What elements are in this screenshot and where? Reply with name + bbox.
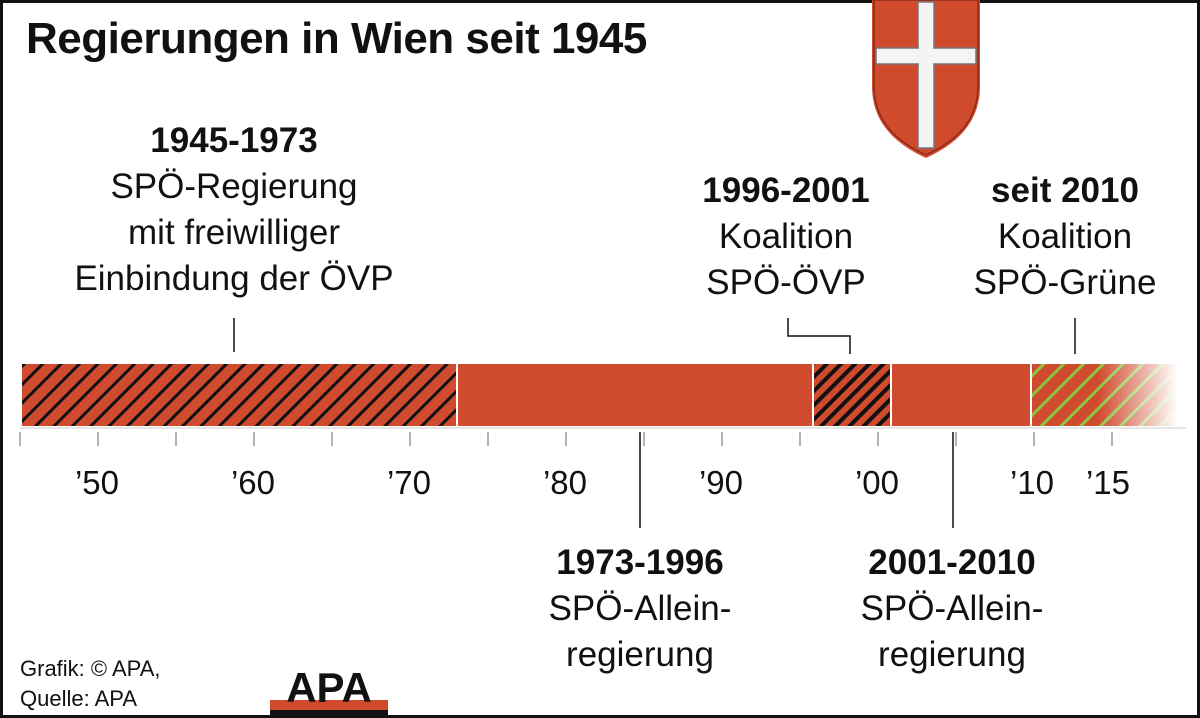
bar-1945-1973 xyxy=(22,364,456,426)
bar-2001-2010 xyxy=(892,364,1030,426)
vienna-coat-of-arms-icon xyxy=(872,0,980,158)
period-description: Koalition xyxy=(718,217,854,256)
period-description: Einbindung der ÖVP xyxy=(74,259,394,298)
apa-logo-text: APA xyxy=(286,664,372,711)
tick-label-50: ’50 xyxy=(74,464,120,501)
period-description: SPÖ-Allein- xyxy=(860,589,1044,628)
source-credit: Grafik: © APA, Quelle: APA xyxy=(20,654,161,714)
tick-label-70: ’70 xyxy=(386,464,432,501)
bar-seit-2010-fade xyxy=(1032,364,1178,426)
period-description: SPÖ-ÖVP xyxy=(706,263,866,302)
tick-label-60: ’60 xyxy=(230,464,276,501)
period-years: seit 2010 xyxy=(991,171,1139,210)
period-description: SPÖ-Grüne xyxy=(973,263,1157,302)
period-description: mit freiwilliger xyxy=(128,213,340,252)
apa-logo: APA xyxy=(270,664,388,718)
connector-1996-2001 xyxy=(787,318,851,354)
credit-line: Grafik: © APA, xyxy=(20,656,161,681)
page-title: Regierungen in Wien seit 1945 xyxy=(26,14,647,63)
tick-label-00: ’00 xyxy=(854,464,900,501)
tick-label-10: ’10 xyxy=(1009,464,1055,501)
tick-label-90: ’90 xyxy=(698,464,744,501)
period-years: 1996-2001 xyxy=(702,171,870,210)
period-years: 2001-2010 xyxy=(868,543,1036,582)
period-label-1996-2001: 1996-2001 Koalition SPÖ-ÖVP xyxy=(668,168,904,306)
bar-1973-1996 xyxy=(458,364,812,426)
credit-line: Quelle: APA xyxy=(20,686,137,711)
period-description: regierung xyxy=(566,635,714,674)
period-description: regierung xyxy=(878,635,1026,674)
period-years: 1945-1973 xyxy=(150,121,318,160)
tick-label-80: ’80 xyxy=(542,464,588,501)
axis-minor-ticks xyxy=(19,432,1113,446)
period-label-2001-2010: 2001-2010 SPÖ-Allein- regierung xyxy=(832,540,1072,678)
period-description: SPÖ-Regierung xyxy=(110,167,358,206)
period-label-1973-1996: 1973-1996 SPÖ-Allein- regierung xyxy=(520,540,760,678)
period-label-1945-1973: 1945-1973 SPÖ-Regierung mit freiwilliger… xyxy=(38,118,430,302)
period-description: Koalition xyxy=(997,217,1133,256)
tick-label-15: ’15 xyxy=(1085,464,1131,501)
period-description: SPÖ-Allein- xyxy=(548,589,732,628)
period-label-seit-2010: seit 2010 Koalition SPÖ-Grüne xyxy=(956,168,1174,306)
period-years: 1973-1996 xyxy=(556,543,724,582)
bar-1996-2001 xyxy=(814,364,890,426)
